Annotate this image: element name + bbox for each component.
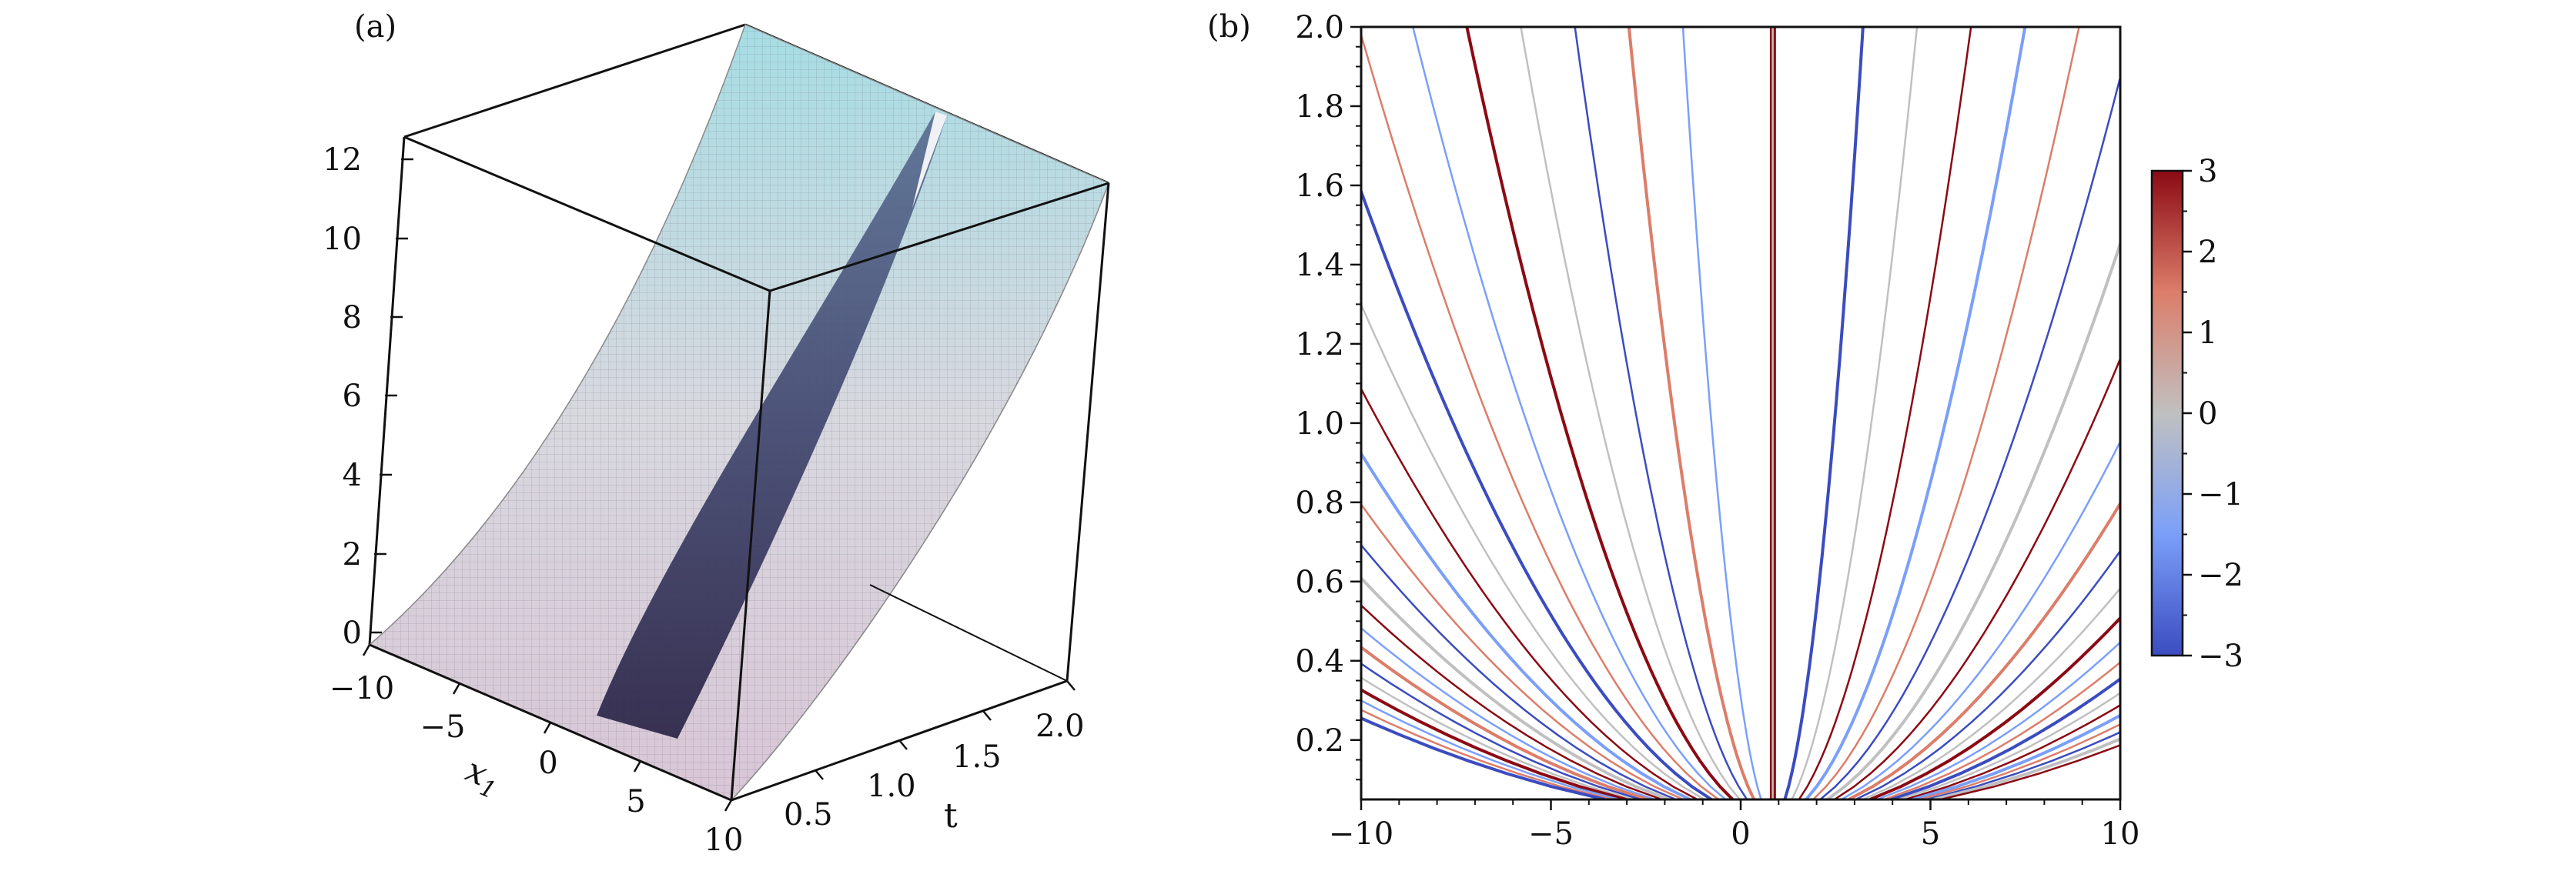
y-tick-label: 1.2	[1295, 327, 1344, 362]
z-tick-label: 2	[343, 537, 362, 572]
contour-line	[1627, 27, 1756, 799]
z-tick-label: 6	[343, 379, 362, 414]
colorbar-tick-label: 1	[2198, 315, 2217, 351]
contour-line	[1783, 27, 1865, 799]
contour-line	[1848, 500, 2120, 799]
contour-line	[1411, 27, 1727, 799]
contour-lines	[1361, 27, 2120, 799]
colorbar-tick-label: −1	[2198, 477, 2243, 512]
colorbar-ticks: 3 2 1 0 −1 −2 −3	[2183, 154, 2243, 674]
contour-line	[1574, 27, 1748, 799]
contour-line	[1883, 661, 2120, 799]
t-axis: 0.5 1.0 1.5 2.0 t	[784, 680, 1085, 836]
contour-line	[1834, 356, 2120, 799]
t-tick-label: 0.5	[784, 797, 833, 833]
z-tick-label: 8	[343, 300, 362, 335]
x1-tick-label: 10	[704, 823, 744, 858]
contour-line	[1681, 27, 1762, 799]
y-tick-label: 1.0	[1295, 406, 1344, 442]
y-tick-label: 0.2	[1295, 723, 1344, 759]
panel-b-label: (b)	[1207, 9, 1251, 45]
contour-line	[1361, 645, 1648, 799]
contour-line	[1798, 27, 1972, 799]
contour-line	[1826, 239, 2120, 799]
y-tick-label: 0.6	[1295, 565, 1344, 600]
contour-line	[1819, 73, 2120, 799]
colorbar-tick-label: 0	[2198, 396, 2217, 432]
x1-tick-label: −10	[330, 671, 394, 706]
contour-line	[1361, 626, 1655, 799]
contour-line	[1869, 616, 2120, 799]
surface-channel-highlight	[912, 112, 947, 208]
panel-b-contour-plot: (b) −10 −5 0 5 10 0.20.40.60.81.01.21.41.61.…	[1207, 9, 2243, 852]
colorbar-tick-label: −3	[2198, 639, 2243, 674]
y-tick-label: 1.6	[1295, 169, 1344, 204]
contour-line	[1361, 450, 1691, 799]
z-axis: 0 2 4 6 8 10 12	[323, 142, 413, 651]
surface-mesh	[370, 25, 1109, 800]
t-tick-label: 1.0	[867, 769, 916, 804]
x1-tick-label: 5	[626, 784, 645, 819]
contour-line	[1805, 27, 2027, 799]
contour-line	[1361, 543, 1677, 799]
contour-line	[1361, 576, 1670, 799]
panel-a-label: (a)	[354, 9, 396, 45]
t-axis-label: t	[944, 796, 958, 836]
contour-line	[1841, 439, 2120, 799]
colorbar-tick-label: 2	[2198, 235, 2217, 270]
x-tick-label: 10	[2101, 816, 2140, 852]
contour-line	[1791, 27, 1919, 799]
x-tick-label: −5	[1528, 816, 1574, 852]
contour-line	[1520, 27, 1741, 799]
surface-channel	[597, 112, 947, 739]
contour-line	[1876, 641, 2120, 799]
t-tick-label: 2.0	[1035, 709, 1085, 744]
colorbar-gradient	[2150, 169, 2184, 657]
contour-line	[1361, 187, 1713, 799]
x1-axis-label: x1	[458, 750, 507, 805]
z-tick-label: 12	[323, 142, 362, 178]
colorbar-tick-label: −2	[2198, 558, 2243, 593]
x-tick-label: 0	[1731, 816, 1750, 852]
z-tick-label: 0	[343, 616, 362, 651]
contour-line	[1361, 502, 1684, 799]
x1-axis: −10 −5 0 5 10 x1	[330, 644, 744, 858]
y-tick-label: 2.0	[1295, 10, 1344, 45]
panel-a-surface-plot: (a)	[323, 9, 1110, 858]
colorbar-tick-label: 3	[2198, 154, 2217, 189]
contour-line	[1361, 604, 1662, 799]
y-tick-label: 1.8	[1295, 89, 1344, 125]
contour-line	[1361, 662, 1641, 799]
y-tick-label: 1.4	[1295, 248, 1344, 283]
contour-x-axis: −10 −5 0 5 10	[1329, 799, 2140, 852]
contour-line	[1862, 586, 2120, 799]
z-tick-label: 10	[323, 222, 362, 257]
contour-line	[1465, 27, 1735, 799]
z-tick-label: 4	[343, 458, 362, 493]
x-tick-label: 5	[1921, 816, 1940, 852]
contour-line	[1855, 549, 2120, 799]
y-tick-label: 0.8	[1295, 486, 1344, 521]
contour-line	[1361, 386, 1698, 799]
contour-line	[1812, 27, 2080, 799]
y-tick-label: 0.4	[1295, 644, 1344, 679]
contour-plot-area	[1361, 27, 2120, 799]
colorbar: 3 2 1 0 −1 −2 −3	[2150, 154, 2243, 674]
contour-y-axis: 0.2 0.4 0.6 0.8 1.0 1.2 1.4 1.6 1.8 2.0	[1295, 10, 1361, 781]
x1-tick-label: −5	[420, 709, 466, 745]
contour-line	[1361, 31, 1719, 799]
x-tick-label: −10	[1329, 816, 1393, 852]
t-tick-label: 1.5	[952, 739, 1002, 775]
x1-tick-label: 0	[538, 746, 557, 781]
contour-line	[1361, 302, 1705, 799]
